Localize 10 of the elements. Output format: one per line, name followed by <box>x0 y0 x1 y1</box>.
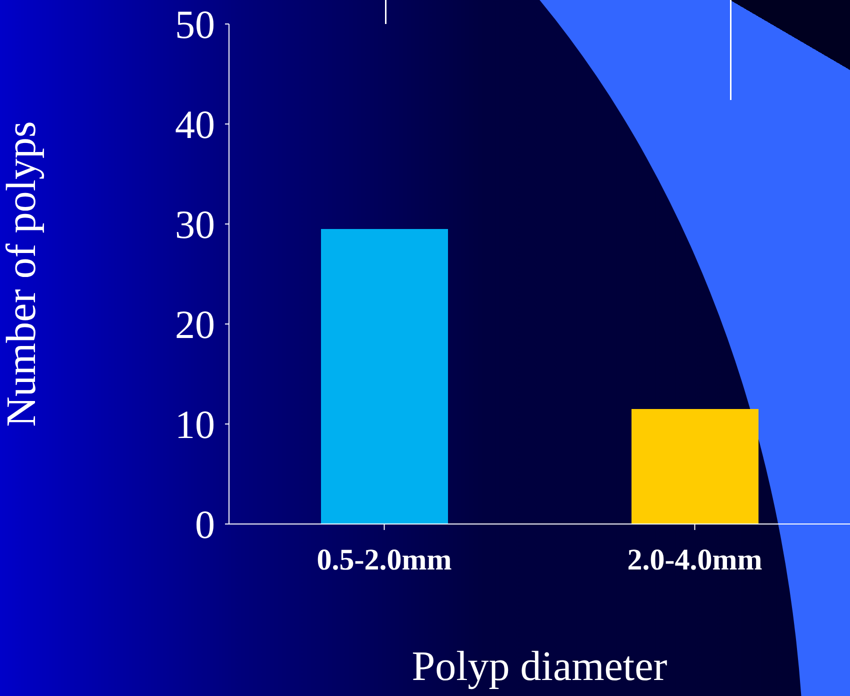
x-tick-label: 0.5-2.0mm <box>316 543 452 576</box>
y-axis-title: Number of polyps <box>0 121 45 427</box>
x-axis-title: Polyp diameter <box>412 644 668 690</box>
y-tick-label: 10 <box>175 402 215 448</box>
y-tick-label: 50 <box>175 2 215 48</box>
y-tick-label: 0 <box>195 502 215 548</box>
y-tick-label: 20 <box>175 302 215 348</box>
y-tick-label: 40 <box>175 102 215 148</box>
x-tick-label: 2.0-4.0mm <box>627 543 762 576</box>
y-tick-label: 30 <box>175 202 215 248</box>
